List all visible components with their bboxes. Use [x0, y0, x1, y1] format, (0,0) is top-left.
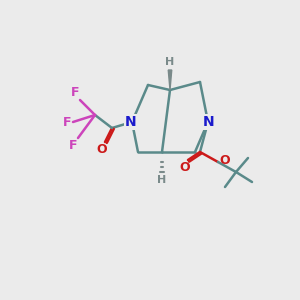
Text: F: F: [70, 86, 79, 99]
Text: N: N: [125, 115, 137, 129]
Text: O: O: [97, 143, 107, 156]
Text: H: H: [158, 175, 166, 185]
Text: O: O: [180, 161, 190, 174]
Text: N: N: [203, 115, 215, 129]
Polygon shape: [168, 70, 172, 90]
Text: F: F: [68, 139, 77, 152]
Text: H: H: [165, 57, 175, 67]
Text: O: O: [219, 154, 230, 166]
Text: F: F: [62, 116, 71, 128]
